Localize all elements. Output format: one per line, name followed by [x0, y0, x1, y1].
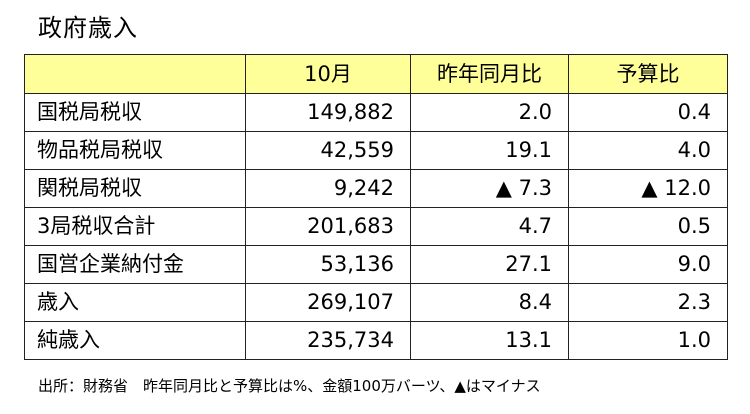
row-budget: 0.4	[568, 93, 728, 132]
row-yoy: 2.0	[410, 93, 569, 132]
row-label: 関税局税収	[24, 169, 246, 208]
header-yoy: 昨年同月比	[410, 54, 569, 94]
row-yoy: 19.1	[410, 131, 569, 170]
source-footnote: 出所：財務省 昨年同月比と予算比は%、金額100万バーツ、▲はマイナス	[38, 377, 541, 395]
table-row: 物品税局税収 42,559 19.1 4.0	[24, 131, 728, 170]
row-yoy: 13.1	[410, 321, 569, 360]
row-month: 269,107	[245, 283, 411, 322]
row-label: 歳入	[24, 283, 246, 322]
row-budget: 9.0	[568, 245, 728, 284]
header-label	[24, 54, 246, 94]
row-month: 53,136	[245, 245, 411, 284]
header-month: 10月	[245, 54, 411, 94]
table-row: 関税局税収 9,242 ▲ 7.3 ▲ 12.0	[24, 169, 728, 208]
row-label: 国税局税収	[24, 93, 246, 132]
row-month: 149,882	[245, 93, 411, 132]
row-budget: 2.3	[568, 283, 728, 322]
row-month: 201,683	[245, 207, 411, 246]
row-budget: 4.0	[568, 131, 728, 170]
table-row: 3局税収合計 201,683 4.7 0.5	[24, 207, 728, 246]
row-label: 国営企業納付金	[24, 245, 246, 284]
table-row: 純歳入 235,734 13.1 1.0	[24, 321, 728, 360]
row-budget: 0.5	[568, 207, 728, 246]
table-row: 国営企業納付金 53,136 27.1 9.0	[24, 245, 728, 284]
row-budget: ▲ 12.0	[568, 169, 728, 208]
table-row: 歳入 269,107 8.4 2.3	[24, 283, 728, 322]
row-label: 3局税収合計	[24, 207, 246, 246]
row-label: 純歳入	[24, 321, 246, 360]
header-row: 10月 昨年同月比 予算比	[24, 54, 728, 94]
row-yoy: 4.7	[410, 207, 569, 246]
row-budget: 1.0	[568, 321, 728, 360]
row-month: 235,734	[245, 321, 411, 360]
table-row: 国税局税収 149,882 2.0 0.4	[24, 93, 728, 132]
page-title: 政府歳入	[38, 14, 138, 42]
row-yoy: ▲ 7.3	[410, 169, 569, 208]
revenue-table: 10月 昨年同月比 予算比 国税局税収 149,882 2.0 0.4 物品税局…	[24, 54, 728, 360]
row-month: 42,559	[245, 131, 411, 170]
row-label: 物品税局税収	[24, 131, 246, 170]
row-yoy: 8.4	[410, 283, 569, 322]
row-month: 9,242	[245, 169, 411, 208]
row-yoy: 27.1	[410, 245, 569, 284]
header-budget: 予算比	[568, 54, 728, 94]
